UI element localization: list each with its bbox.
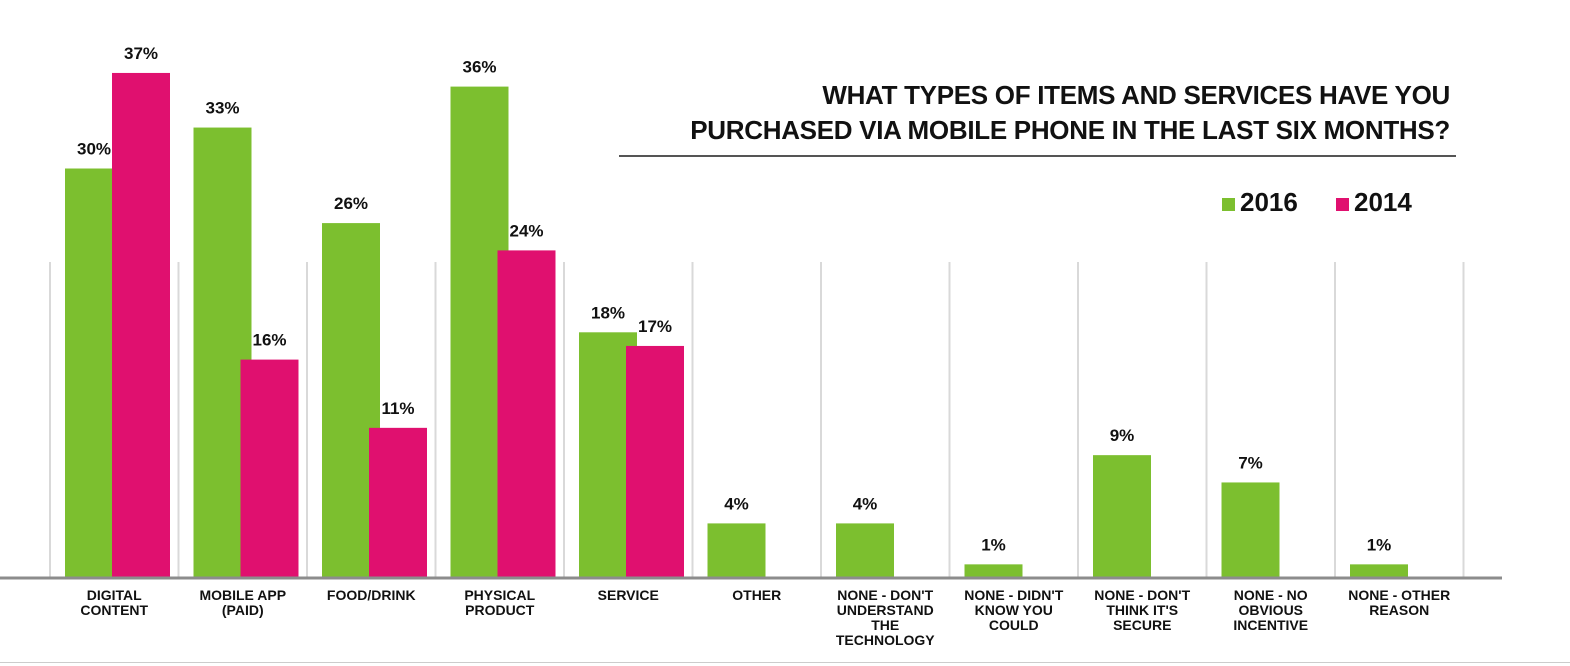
bar-2014-3 xyxy=(497,250,556,578)
legend-swatch-2014 xyxy=(1336,198,1349,211)
bar-2016-5 xyxy=(707,523,766,578)
data-label-2014-3: 24% xyxy=(509,221,543,240)
category-label-2: FOOD/DRINK xyxy=(327,587,416,603)
data-label-2014-0: 37% xyxy=(124,44,158,63)
category-label-9: NONE - NO OBVIOUS INCENTIVE xyxy=(1233,587,1308,633)
category-label-3: PHYSICAL PRODUCT xyxy=(464,587,535,618)
data-label-2016-10: 1% xyxy=(1367,535,1392,554)
bar-2014-0 xyxy=(112,72,170,578)
bar-2016-10 xyxy=(1350,564,1408,578)
data-label-2016-7: 1% xyxy=(981,535,1006,554)
legend-item-2016: 2016 xyxy=(1222,187,1298,218)
category-label-10: NONE - OTHER REASON xyxy=(1348,587,1450,618)
data-label-2014-1: 16% xyxy=(252,331,286,350)
category-label-7: NONE - DIDN'T KNOW YOU COULD xyxy=(964,587,1063,633)
bar-2016-9 xyxy=(1221,482,1280,578)
bar-2016-7 xyxy=(964,564,1023,578)
bar-2016-6 xyxy=(836,523,894,578)
bar-2014-4 xyxy=(626,345,684,578)
data-label-2016-5: 4% xyxy=(724,494,749,513)
category-label-4: SERVICE xyxy=(598,587,659,603)
data-label-2014-4: 17% xyxy=(638,317,672,336)
bottom-divider xyxy=(0,662,1570,663)
category-label-5: OTHER xyxy=(732,587,781,603)
bar-2014-2 xyxy=(369,427,427,578)
data-label-2016-9: 7% xyxy=(1238,453,1263,472)
category-label-6: NONE - DON'T UNDERSTAND THE TECHNOLOGY xyxy=(836,587,935,648)
data-label-2016-3: 36% xyxy=(462,58,496,77)
category-label-0: DIGITAL CONTENT xyxy=(80,587,148,618)
category-label-1: MOBILE APP (PAID) xyxy=(199,587,286,618)
legend-label-2016: 2016 xyxy=(1240,187,1298,217)
data-label-2016-8: 9% xyxy=(1110,426,1135,445)
bar-2014-1 xyxy=(240,359,299,578)
category-label-8: NONE - DON'T THINK IT'S SECURE xyxy=(1094,587,1190,633)
title-underline xyxy=(619,155,1456,157)
legend-label-2014: 2014 xyxy=(1354,187,1412,217)
data-label-2016-1: 33% xyxy=(205,99,239,118)
data-label-2014-2: 11% xyxy=(381,399,414,418)
data-label-2016-6: 4% xyxy=(853,494,878,513)
data-label-2016-2: 26% xyxy=(334,194,368,213)
data-label-2016-4: 18% xyxy=(591,303,625,322)
bar-2016-8 xyxy=(1093,455,1151,578)
chart-title-line-2: PURCHASED VIA MOBILE PHONE IN THE LAST S… xyxy=(690,115,1450,145)
data-label-2016-0: 30% xyxy=(77,140,111,159)
legend-item-2014: 2014 xyxy=(1336,187,1412,218)
legend-swatch-2016 xyxy=(1222,198,1235,211)
chart-title-line-1: WHAT TYPES OF ITEMS AND SERVICES HAVE YO… xyxy=(822,80,1450,110)
